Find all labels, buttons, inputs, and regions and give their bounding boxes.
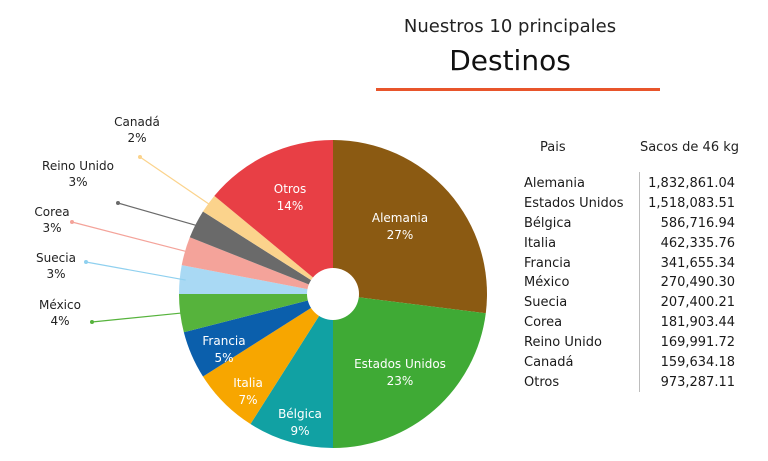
table-cell-country: Canadá xyxy=(524,355,574,371)
table-row: Otros 973,287.11 xyxy=(518,373,743,393)
table-cell-bags: 586,716.94 xyxy=(660,215,735,231)
table-cell-bags: 341,655.34 xyxy=(660,255,735,271)
table-row: Francia 341,655.34 xyxy=(518,254,743,274)
table-row: México 270,490.30 xyxy=(518,273,743,293)
table-cell-country: Suecia xyxy=(524,295,568,311)
table-cell-bags: 973,287.11 xyxy=(660,374,735,390)
leader-dot xyxy=(116,201,120,205)
table-cell-bags: 1,518,083.51 xyxy=(648,195,735,211)
table-cell-country: Italia xyxy=(524,235,557,251)
table-row: Canadá 159,634.18 xyxy=(518,353,743,373)
slice-percent: 9% xyxy=(290,424,309,438)
leader-dot xyxy=(138,155,142,159)
slice-percent: 4% xyxy=(50,314,69,328)
table-row: Corea 181,903.44 xyxy=(518,313,743,333)
leader-dot xyxy=(90,320,94,324)
slice-label: Reino Unido xyxy=(42,159,114,173)
table-cell-country: México xyxy=(524,275,570,291)
table-cell-country: Alemania xyxy=(524,176,585,191)
table-row: Suecia 207,400.21 xyxy=(518,293,743,313)
leader-dot xyxy=(70,220,74,224)
slice-label: Corea xyxy=(34,205,69,219)
slice-label: México xyxy=(39,298,81,312)
chart-title: Destinos xyxy=(449,44,571,77)
leader-line xyxy=(85,261,186,281)
table-rows: Alemania 1,832,861.04 Estados Unidos 1,518,… xyxy=(518,174,743,393)
slice-label: Italia xyxy=(233,376,263,390)
slice-percent: 7% xyxy=(238,393,257,407)
table-cell-country: Francia xyxy=(524,255,571,271)
table-row: Italia 462,335.76 xyxy=(518,234,743,254)
slice-percent: 3% xyxy=(42,221,61,235)
pie-slice-alemania xyxy=(333,140,487,314)
pie-slice-suecia xyxy=(179,265,333,294)
table-header-bags: Sacos de 46 kg xyxy=(639,140,739,155)
table-cell-bags: 462,335.76 xyxy=(660,235,735,251)
pie-slice-canadá xyxy=(202,195,333,294)
table-divider xyxy=(639,172,640,392)
slice-label: Francia xyxy=(202,334,245,348)
pie-slice-bélgica xyxy=(250,294,333,448)
table-row: Alemania 1,832,861.04 xyxy=(518,174,743,194)
table-cell-country: Otros xyxy=(524,374,560,390)
pie-slice-italia xyxy=(202,294,333,425)
leader-line xyxy=(91,311,187,323)
chart-subtitle: Nuestros 10 principales xyxy=(403,16,617,37)
table-cell-country: Corea xyxy=(524,315,563,331)
slice-percent: 5% xyxy=(214,351,233,365)
leader-line xyxy=(71,221,192,254)
pie-slice-francia xyxy=(183,294,333,377)
slice-label: Estados Unidos xyxy=(354,357,446,371)
table-cell-bags: 169,991.72 xyxy=(660,335,735,351)
pie-slice-reino-unido xyxy=(189,211,333,294)
pie-slice-otros xyxy=(214,140,333,294)
table-row: Bélgica 586,716.94 xyxy=(518,214,743,234)
slice-percent: 2% xyxy=(127,131,146,145)
table-row: Reino Unido 169,991.72 xyxy=(518,333,743,353)
table-cell-bags: 1,832,861.04 xyxy=(648,176,735,191)
table-cell-country: Estados Unidos xyxy=(524,195,624,211)
slice-percent: 14% xyxy=(277,199,304,213)
leader-line xyxy=(139,156,214,208)
slice-percent: 3% xyxy=(46,267,65,281)
pie-slice-estados-unidos xyxy=(333,294,486,448)
donut-hole xyxy=(307,268,359,320)
slice-label: Otros xyxy=(274,182,306,196)
table-cell-bags: 207,400.21 xyxy=(660,295,735,311)
slice-label: Alemania xyxy=(372,211,428,225)
table-header-country: Pais xyxy=(540,140,566,155)
pie-slice-corea xyxy=(181,237,333,294)
table-row: Estados Unidos 1,518,083.51 xyxy=(518,194,743,214)
table-cell-bags: 181,903.44 xyxy=(660,315,735,331)
slice-percent: 3% xyxy=(68,175,87,189)
leader-line xyxy=(117,202,202,228)
slice-percent: 27% xyxy=(387,228,414,242)
leader-dot xyxy=(84,260,88,264)
table-cell-country: Bélgica xyxy=(524,215,572,231)
table-cell-bags: 270,490.30 xyxy=(660,275,735,291)
slice-label: Canadá xyxy=(114,115,160,129)
slice-label: Bélgica xyxy=(278,407,322,421)
table-cell-bags: 159,634.18 xyxy=(660,355,735,371)
pie-slice-méxico xyxy=(179,294,333,333)
slice-percent: 23% xyxy=(387,374,414,388)
table-cell-country: Reino Unido xyxy=(524,335,602,351)
title-underline xyxy=(376,88,660,91)
slice-label: Suecia xyxy=(36,251,76,265)
